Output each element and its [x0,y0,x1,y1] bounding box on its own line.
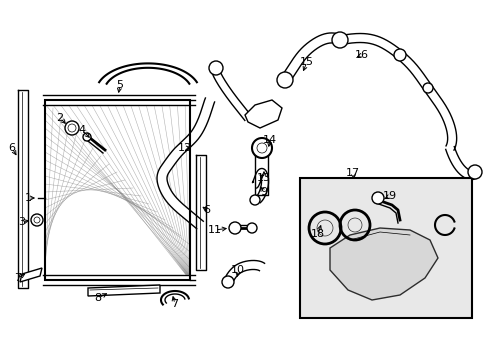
Text: 2: 2 [56,113,63,123]
Polygon shape [339,33,456,150]
Polygon shape [445,147,478,180]
Polygon shape [211,68,251,121]
Text: 10: 10 [230,265,244,275]
Polygon shape [224,261,264,284]
Text: 3: 3 [19,217,25,227]
Polygon shape [196,155,205,270]
Polygon shape [254,155,267,195]
Circle shape [222,276,234,288]
Text: 14: 14 [263,135,277,145]
Text: 8: 8 [94,293,102,303]
Text: 15: 15 [299,57,313,67]
Circle shape [251,138,271,158]
Text: 17: 17 [345,168,359,178]
Circle shape [228,222,241,234]
Polygon shape [43,275,195,285]
Text: 18: 18 [310,229,325,239]
Text: 9: 9 [260,187,267,197]
Polygon shape [252,168,268,203]
Text: 7: 7 [171,299,178,309]
Circle shape [276,72,292,88]
Polygon shape [157,98,214,229]
Text: 19: 19 [382,191,396,201]
Text: 7: 7 [15,273,21,283]
Circle shape [422,83,432,93]
Text: 16: 16 [354,50,368,60]
Polygon shape [88,285,160,296]
Text: 5: 5 [116,80,123,90]
Circle shape [83,133,91,141]
Circle shape [65,121,79,135]
Text: 4: 4 [78,125,85,135]
Circle shape [208,61,223,75]
Text: 6: 6 [8,143,16,153]
Polygon shape [281,33,342,83]
Circle shape [31,214,43,226]
Text: 11: 11 [207,225,222,235]
Circle shape [249,195,260,205]
Circle shape [246,223,257,233]
Bar [299,178,471,318]
Polygon shape [244,100,282,128]
Polygon shape [43,95,195,105]
Text: 1: 1 [24,193,31,203]
Text: 12: 12 [178,143,192,153]
Circle shape [331,32,347,48]
Polygon shape [329,228,437,300]
Circle shape [467,165,481,179]
Circle shape [371,192,383,204]
Text: 6: 6 [203,205,210,215]
Text: 13: 13 [257,173,270,183]
Circle shape [393,49,405,61]
Bar [45,100,190,280]
Polygon shape [45,100,190,280]
Polygon shape [20,268,42,282]
Polygon shape [18,90,28,288]
